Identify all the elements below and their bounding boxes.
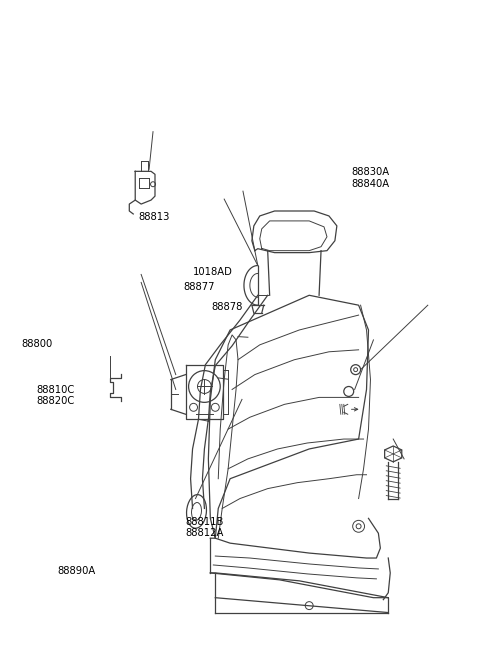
Text: 88877: 88877 (183, 282, 215, 292)
Text: 88800: 88800 (22, 339, 53, 348)
Text: 88813: 88813 (138, 212, 169, 222)
Text: 1018AD: 1018AD (192, 267, 232, 277)
Text: 88810C
88820C: 88810C 88820C (36, 385, 74, 407)
Text: 88878: 88878 (212, 302, 243, 312)
Text: 88830A
88840A: 88830A 88840A (351, 167, 390, 189)
Text: 88811B
88812A: 88811B 88812A (185, 517, 224, 538)
Text: 88890A: 88890A (57, 566, 96, 576)
